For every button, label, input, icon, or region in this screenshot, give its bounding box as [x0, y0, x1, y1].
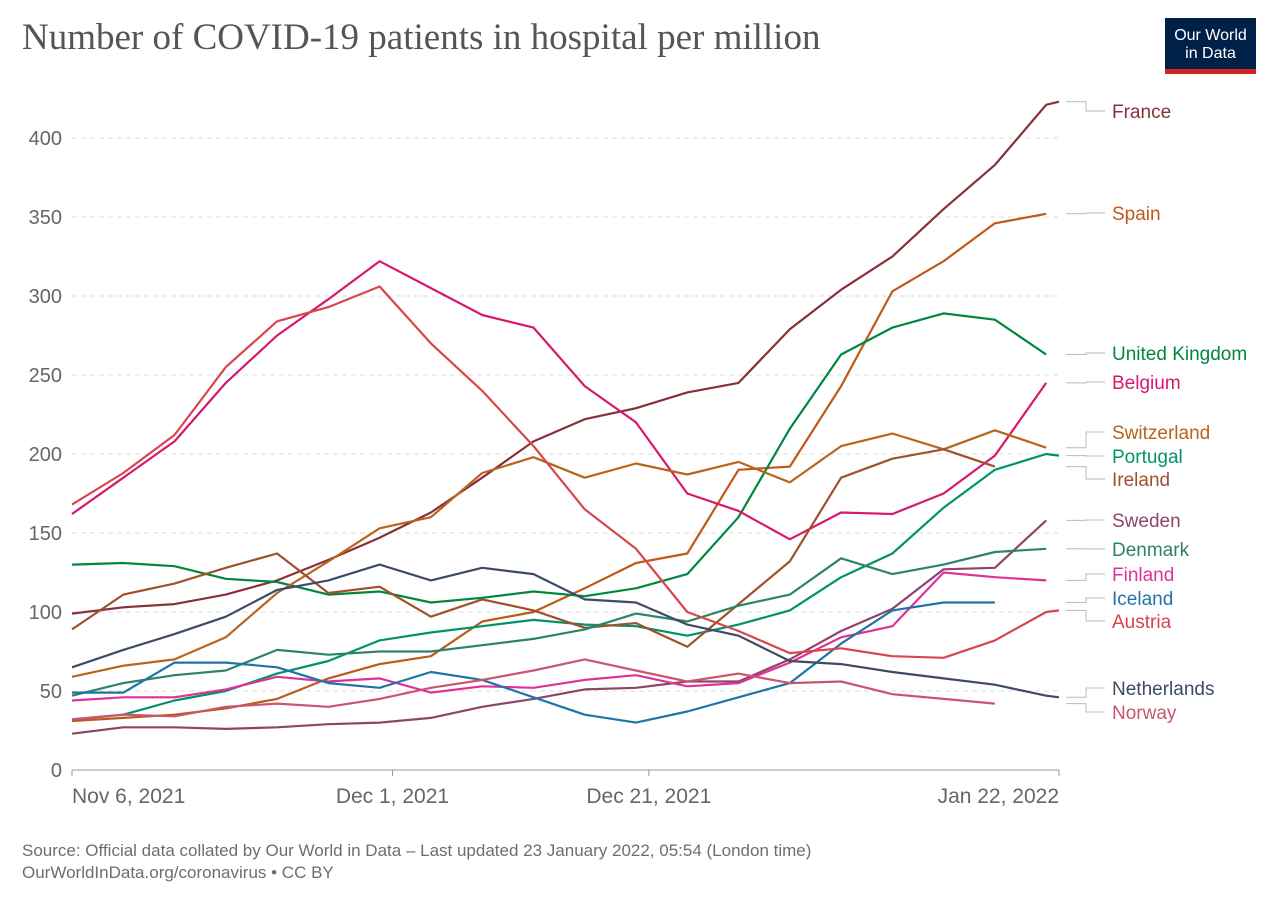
series-line-switzerland[interactable] — [71, 429, 1047, 678]
legend-connector — [1066, 687, 1105, 698]
legend-connector — [1066, 352, 1105, 355]
legend-label-united-kingdom[interactable]: United Kingdom — [1112, 344, 1247, 365]
series-line-norway[interactable] — [71, 658, 996, 721]
legend-label-sweden[interactable]: Sweden — [1112, 511, 1181, 532]
y-tick-label: 250 — [29, 365, 62, 387]
legend-label-netherlands[interactable]: Netherlands — [1112, 679, 1214, 700]
y-tick-label: 50 — [40, 681, 62, 703]
legend-connector — [1066, 101, 1105, 112]
y-tick-label: 100 — [29, 602, 62, 624]
legend-connector — [1066, 703, 1105, 713]
legend-label-finland[interactable]: Finland — [1112, 565, 1174, 586]
legend-label-iceland[interactable]: Iceland — [1112, 589, 1173, 610]
legend-label-belgium[interactable]: Belgium — [1112, 373, 1181, 394]
series-line-france[interactable] — [71, 100, 1060, 615]
series-line-sweden[interactable] — [71, 519, 1047, 735]
series-lines — [71, 100, 1060, 735]
chart-title: Number of COVID-19 patients in hospital … — [22, 17, 821, 58]
legend-connector — [1066, 381, 1105, 384]
logo-text-line1: Our World — [1174, 27, 1247, 44]
x-tick-label: Dec 1, 2021 — [336, 785, 449, 808]
owid-logo[interactable]: Our World in Data — [1165, 18, 1256, 74]
series-line-finland[interactable] — [71, 571, 1047, 702]
series-line-ireland[interactable] — [71, 448, 996, 648]
legend-connector — [1066, 431, 1105, 449]
series-line-iceland[interactable] — [72, 601, 995, 724]
x-axis: Nov 6, 2021 Dec 1, 2021 Dec 21, 2021 Jan 22… — [71, 769, 1060, 808]
legend-label-portugal[interactable]: Portugal — [1112, 447, 1183, 468]
x-tick-label: Nov 6, 2021 — [72, 785, 185, 808]
y-gridlines — [72, 137, 1059, 692]
legend-label-switzerland[interactable]: Switzerland — [1112, 423, 1210, 444]
legend-label-spain[interactable]: Spain — [1112, 204, 1161, 225]
y-tick-label: 0 — [51, 760, 62, 782]
source-note: Source: Official data collated by Our Wo… — [22, 841, 812, 860]
x-tick-label: Jan 22, 2022 — [938, 785, 1059, 808]
x-tick-label: Dec 21, 2021 — [586, 785, 711, 808]
y-tick-label: 200 — [29, 444, 62, 466]
legend-connector — [1066, 466, 1105, 480]
logo-red-bar — [1165, 69, 1256, 74]
legend-connector — [1066, 609, 1105, 622]
legend-label-france[interactable]: France — [1112, 102, 1171, 123]
y-tick-label: 150 — [29, 523, 62, 545]
legend-label-denmark[interactable]: Denmark — [1112, 540, 1190, 561]
y-tick-label: 350 — [29, 207, 62, 229]
legend-connector — [1066, 212, 1105, 215]
legend-label-ireland[interactable]: Ireland — [1112, 470, 1170, 491]
series-line-united-kingdom[interactable] — [71, 312, 1047, 604]
series-line-portugal[interactable] — [71, 452, 1060, 721]
legend-connector — [1066, 597, 1105, 603]
logo-text-line2: in Data — [1185, 45, 1236, 62]
legend-label-austria[interactable]: Austria — [1112, 612, 1172, 633]
series-line-netherlands[interactable] — [71, 563, 1060, 699]
y-tick-label: 400 — [29, 128, 62, 150]
legend-labels: France Spain United Kingdom Belgium Switzerl… — [1066, 101, 1247, 724]
series-line-austria[interactable] — [71, 285, 1060, 659]
series-line-belgium[interactable] — [71, 260, 1048, 541]
credit-link[interactable]: OurWorldInData.org/coronavirus • CC BY — [22, 863, 334, 882]
y-tick-label: 300 — [29, 286, 62, 308]
series-line-denmark[interactable] — [71, 547, 1047, 697]
legend-connector — [1066, 573, 1105, 581]
y-axis-ticks: 0 50 100 150 200 250 300 350 400 — [29, 128, 62, 782]
legend-label-norway[interactable]: Norway — [1112, 703, 1177, 724]
